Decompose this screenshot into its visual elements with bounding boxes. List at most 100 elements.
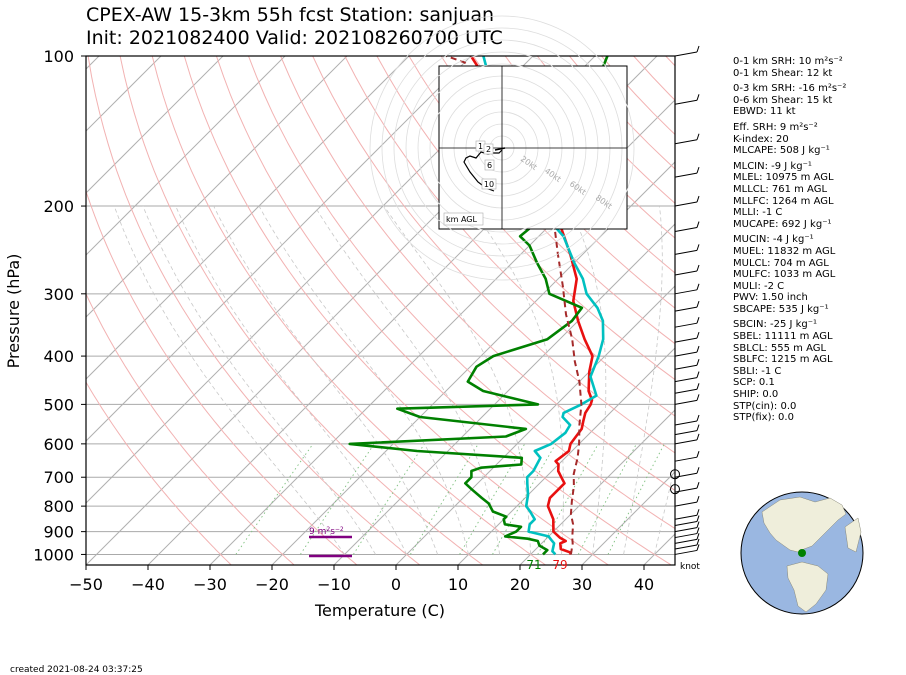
wind-barb <box>674 172 698 178</box>
station-marker <box>798 549 806 557</box>
created-timestamp: created 2021-08-24 03:37:25 <box>10 665 143 675</box>
wind-barb-flag <box>696 331 700 339</box>
isotherm <box>86 56 286 256</box>
dry-adiabat <box>248 56 675 530</box>
moist-adiabat <box>623 205 663 555</box>
wind-barb <box>674 521 698 527</box>
wind-barb-flag <box>696 359 700 366</box>
wind-barb <box>674 514 698 520</box>
surface-temp-label: 79 <box>552 558 567 572</box>
y-tick-label: 1000 <box>33 545 74 564</box>
x-tick-label: 40 <box>634 575 654 594</box>
index-row: SBLI: -1 C <box>733 365 782 377</box>
dry-adiabat <box>344 56 675 417</box>
wind-barb-flag <box>696 45 700 53</box>
wind-barb <box>674 501 698 507</box>
dry-adiabat <box>151 56 546 565</box>
y-tick-label: 300 <box>43 285 74 304</box>
wind-barb <box>674 377 698 383</box>
wind-barb <box>674 430 698 436</box>
wind-barb <box>674 527 698 533</box>
isotherm <box>86 56 472 442</box>
wind-barb <box>674 456 698 462</box>
index-row: 0-1 km Shear: 12 kt <box>733 67 833 79</box>
wind-barb-flag <box>696 394 700 401</box>
moist-adiabat <box>654 464 675 555</box>
dry-adiabat <box>86 381 232 565</box>
wind-barb-flag <box>696 283 700 290</box>
wind-barb <box>674 139 698 145</box>
hodo-label-6: 6 <box>487 161 492 170</box>
wind-barb <box>674 322 698 328</box>
index-row: SBEL: 11111 m AGL <box>733 331 833 343</box>
dry-adiabat <box>87 56 421 565</box>
mixing-ratio-line <box>235 443 314 555</box>
index-row: SBCAPE: 535 J kg⁻¹ <box>733 303 829 315</box>
dry-adiabat <box>440 56 675 309</box>
isotherm <box>519 409 675 565</box>
plot-frame <box>85 55 676 566</box>
wind-barb <box>674 439 698 445</box>
dry-adiabat <box>215 56 672 565</box>
dry-adiabat <box>472 56 675 274</box>
wind-barb <box>674 289 698 295</box>
index-row: MLLFC: 1264 m AGL <box>733 195 834 207</box>
x-tick-label: 10 <box>448 575 468 594</box>
wind-barb-flag <box>696 244 700 251</box>
index-row: SBLCL: 555 m AGL <box>733 342 827 354</box>
x-tick-label: −10 <box>317 575 351 594</box>
wind-barb-flag <box>696 527 700 534</box>
y-tick-label: 800 <box>43 497 74 516</box>
hodograph-inset: 1 2 6 10 20kt 40kt 60kt 80kt km AGL <box>369 15 635 281</box>
wind-barb-flag <box>696 221 700 228</box>
indices-panel: 0-1 km SRH: 10 m²s⁻² 0-1 km Shear: 12 kt 0… <box>733 56 903 424</box>
surface-dewpoint-label: 71 <box>526 558 541 572</box>
chart-subtitle: Init: 2021082400 Valid: 202108260700 UTC <box>86 27 503 49</box>
wind-barb <box>674 227 698 233</box>
wind-barb-flag <box>696 133 700 140</box>
srh-label: 9 m2s−2 <box>309 526 344 538</box>
wind-barb-flag <box>696 317 700 324</box>
index-row: Eff. SRH: 9 m²s⁻² <box>733 121 818 133</box>
dry-adiabat <box>86 292 295 565</box>
y-tick-label: 200 <box>43 197 74 216</box>
index-row: MUEL: 11832 m AGL <box>733 245 836 257</box>
wind-barb <box>674 249 698 255</box>
index-row: SBCIN: -25 J kg⁻¹ <box>733 319 818 331</box>
calm-wind-circle <box>670 469 680 480</box>
dewpoint-profile <box>348 56 609 556</box>
hodo-box-label: km AGL <box>446 215 478 224</box>
wind-barb-flag <box>696 345 700 353</box>
mixing-ratio-line <box>353 443 425 555</box>
wind-barb-flag <box>696 94 700 101</box>
wind-barb-flag <box>696 371 700 378</box>
moist-adiabat <box>314 205 500 555</box>
dry-adiabat <box>86 189 358 565</box>
x-tick-label: −50 <box>69 575 103 594</box>
index-row: SBLFC: 1215 m AGL <box>733 354 833 366</box>
wind-barb <box>674 51 698 57</box>
index-row: EBWD: 11 kt <box>733 106 796 118</box>
wind-barb-flag <box>696 509 700 516</box>
dry-adiabat <box>312 56 675 454</box>
isotherm <box>86 56 224 194</box>
wind-barb-flag <box>696 495 700 503</box>
dry-adiabat <box>376 56 675 381</box>
wind-barb <box>674 399 698 405</box>
wind-barb-flag <box>696 195 700 203</box>
isotherm <box>86 56 162 132</box>
wind-barbs <box>670 45 700 555</box>
wind-barb <box>674 270 698 276</box>
index-row: MLLI: -1 C <box>733 207 783 219</box>
y-tick-label: 900 <box>43 523 74 542</box>
wind-barb <box>674 201 698 207</box>
wind-barb-flag <box>696 433 700 441</box>
wind-barb-flag <box>696 544 700 551</box>
y-tick-label: 400 <box>43 347 74 366</box>
wind-barb <box>674 538 698 544</box>
chart-title: CPEX-AW 15-3km 55h fcst Station: sanjuan <box>86 4 495 26</box>
index-row: 0-6 km Shear: 15 kt <box>733 94 833 106</box>
moist-adiabat <box>142 205 376 555</box>
mixing-ratio-line <box>577 443 637 555</box>
